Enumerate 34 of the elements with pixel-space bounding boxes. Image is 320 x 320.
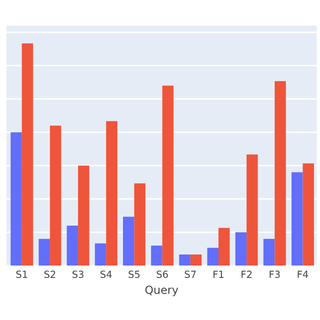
bar <box>94 243 106 266</box>
bar <box>302 163 314 266</box>
x-tick-label: S3 <box>72 270 84 278</box>
bar <box>10 132 22 266</box>
bar <box>190 254 202 266</box>
x-tick-label: S7 <box>184 270 196 278</box>
bar <box>274 81 286 266</box>
bar <box>162 86 174 266</box>
bar <box>78 166 90 266</box>
bar <box>151 246 162 266</box>
x-tick-label: F1 <box>214 270 224 278</box>
x-tick-label: S6 <box>156 270 168 278</box>
bar <box>122 216 134 266</box>
bar <box>66 226 78 266</box>
bar <box>235 232 247 266</box>
bar <box>218 228 230 266</box>
bar <box>134 183 146 266</box>
bar <box>246 154 258 266</box>
x-tick-label: F4 <box>298 270 308 278</box>
x-axis-title: Query <box>145 286 178 296</box>
bar <box>207 248 218 266</box>
bar <box>50 126 62 266</box>
bar <box>38 238 50 266</box>
bar <box>263 238 275 266</box>
x-tick-label: F3 <box>270 270 280 278</box>
x-tick-label: S1 <box>16 270 28 278</box>
bar <box>22 43 34 266</box>
x-tick-label: S4 <box>100 270 112 278</box>
bar <box>179 254 190 266</box>
x-tick-label: S5 <box>128 270 140 278</box>
bar <box>106 121 118 266</box>
bar <box>292 172 303 266</box>
x-tick-label: F2 <box>242 270 252 278</box>
x-tick-label: S2 <box>44 270 56 278</box>
